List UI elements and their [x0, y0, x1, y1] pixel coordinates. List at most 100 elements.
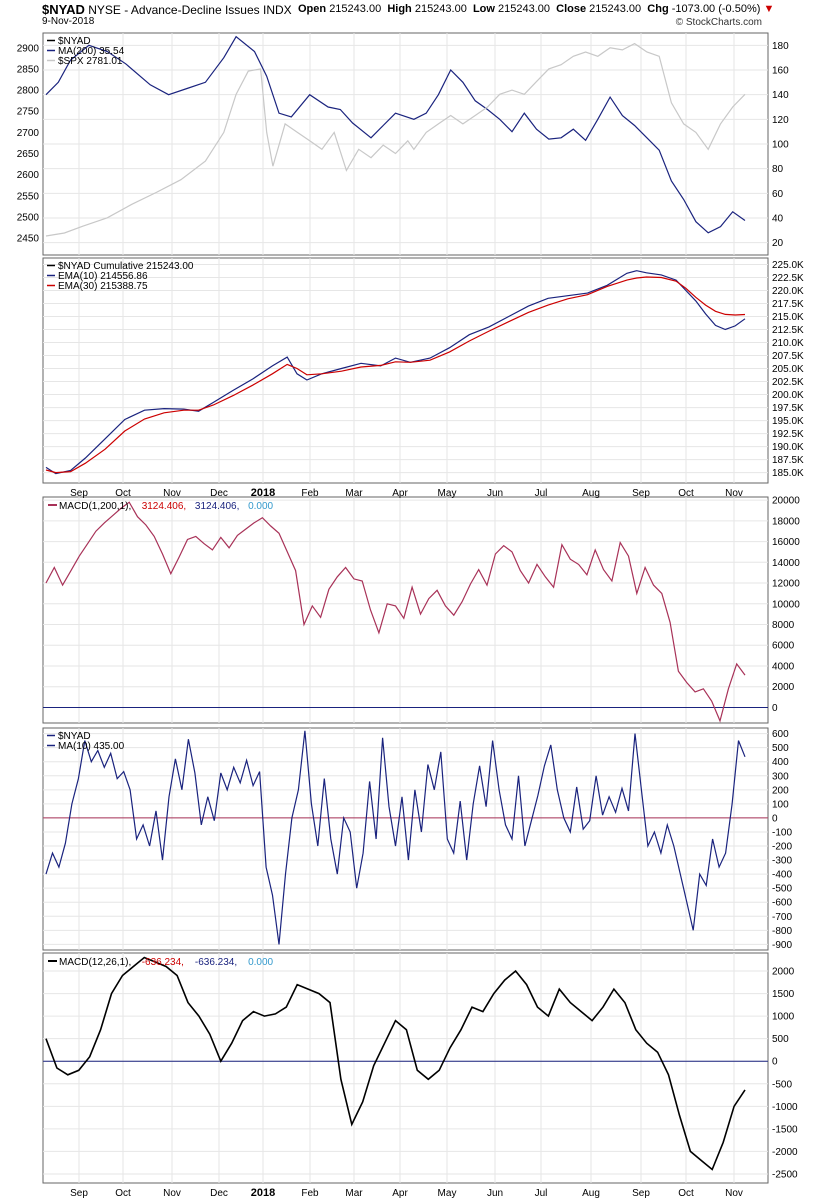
month-label: Jun — [487, 1188, 503, 1199]
series-line-4-1 — [45, 730, 746, 945]
right-tick-label: -100 — [772, 827, 792, 838]
panel-frame-5 — [42, 952, 769, 1184]
legend-entry: EMA(10) 214556.86 — [58, 271, 148, 282]
right-tick-label: 197.5K — [772, 403, 804, 414]
right-tick-label: 16000 — [772, 537, 800, 548]
open-value: 215243.00 — [329, 3, 382, 15]
close-value: 215243.00 — [589, 3, 642, 15]
down-arrow-icon: ▼ — [763, 3, 775, 15]
month-label: 2018 — [251, 1187, 275, 1199]
legend-entry: -636.234, — [195, 957, 237, 968]
month-label: Aug — [582, 488, 600, 499]
right-tick-label: -2000 — [772, 1147, 798, 1158]
right-tick-label: 217.5K — [772, 299, 804, 310]
legend-entry: 3124.406, — [195, 501, 240, 512]
open-label: Open — [298, 3, 327, 15]
month-label: Feb — [301, 488, 319, 499]
right-tick-label: -1000 — [772, 1102, 798, 1113]
right-tick-label: 20000 — [772, 496, 800, 507]
right-tick-label: 190.0K — [772, 442, 804, 453]
right-tick-label: -1500 — [772, 1124, 798, 1135]
right-tick-label: 192.5K — [772, 429, 804, 440]
left-tick-label: 2900 — [17, 43, 40, 54]
right-tick-label: 400 — [772, 757, 789, 768]
month-label: Aug — [582, 1188, 600, 1199]
month-label: Jul — [535, 1188, 548, 1199]
right-tick-label: -200 — [772, 842, 792, 853]
left-tick-label: 2450 — [17, 234, 40, 245]
legend-entry: $SPX 2781.01 — [58, 56, 123, 67]
month-label: Nov — [725, 1188, 743, 1199]
month-label: Feb — [301, 1188, 319, 1199]
right-tick-label: 100 — [772, 799, 789, 810]
series-line-3-1 — [45, 501, 746, 723]
legend-entry: 3124.406, — [142, 501, 187, 512]
right-tick-label: 180 — [772, 41, 789, 52]
right-tick-label: -500 — [772, 1079, 792, 1090]
right-tick-label: 120 — [772, 115, 789, 126]
right-tick-label: 300 — [772, 771, 789, 782]
right-tick-label: 12000 — [772, 579, 800, 590]
right-tick-label: -900 — [772, 940, 792, 951]
right-tick-label: 215.0K — [772, 312, 804, 323]
right-tick-label: -500 — [772, 884, 792, 895]
symbol-name: NYSE - Advance-Decline Issues — [88, 3, 260, 17]
legend-entry: $NYAD — [58, 36, 91, 47]
legend-entry: MA(10) 435.00 — [58, 741, 125, 752]
month-label: Oct — [678, 488, 694, 499]
legend-entry: MACD(1,200,1), — [59, 501, 131, 512]
right-tick-label: 2000 — [772, 967, 795, 978]
right-tick-label: 140 — [772, 90, 789, 101]
right-tick-label: -2500 — [772, 1169, 798, 1180]
right-tick-label: 2000 — [772, 682, 795, 693]
close-label: Close — [556, 3, 587, 15]
right-tick-label: -800 — [772, 926, 792, 937]
right-tick-label: 6000 — [772, 641, 795, 652]
month-label: Oct — [115, 1188, 131, 1199]
right-tick-label: 1500 — [772, 989, 795, 1000]
chg-value: -1073.00 (-0.50%) — [671, 3, 761, 15]
chart-header: $NYAD NYSE - Advance-Decline Issues INDX… — [0, 0, 820, 28]
right-tick-label: 187.5K — [772, 455, 804, 466]
right-tick-label: 100 — [772, 140, 789, 151]
right-tick-label: 222.5K — [772, 273, 804, 284]
legend-entry: 0.000 — [248, 501, 273, 512]
high-value: 215243.00 — [414, 3, 467, 15]
right-tick-label: 8000 — [772, 620, 795, 631]
right-tick-label: 0 — [772, 1057, 778, 1068]
month-label: Nov — [725, 488, 743, 499]
high-label: High — [387, 3, 412, 15]
symbol-label: $NYAD — [42, 2, 85, 17]
right-tick-label: 212.5K — [772, 325, 804, 336]
legend-entry: $NYAD — [58, 731, 91, 742]
left-tick-label: 2600 — [17, 170, 40, 181]
month-label: Sep — [70, 488, 88, 499]
right-tick-label: 60 — [772, 189, 784, 200]
ohlc-readout: Open 215243.00 High 215243.00 Low 215243… — [298, 3, 774, 15]
chg-label: Chg — [647, 3, 669, 15]
right-tick-label: 18000 — [772, 516, 800, 527]
month-label: Oct — [115, 488, 131, 499]
month-label: May — [438, 488, 457, 499]
month-label: Nov — [163, 488, 181, 499]
right-tick-label: 210.0K — [772, 338, 804, 349]
month-label: Jul — [535, 488, 548, 499]
right-tick-label: 1000 — [772, 1012, 795, 1023]
month-label: May — [438, 1188, 457, 1199]
right-tick-label: 205.0K — [772, 364, 804, 375]
series-line-5-1 — [45, 956, 746, 1171]
left-tick-label: 2800 — [17, 86, 40, 97]
right-tick-label: 207.5K — [772, 351, 804, 362]
low-label: Low — [472, 3, 495, 15]
month-label: Apr — [392, 1188, 408, 1199]
right-tick-label: 185.0K — [772, 468, 804, 479]
legend-entry: MACD(12,26,1), — [59, 957, 131, 968]
chart-title: $NYAD NYSE - Advance-Decline Issues INDX — [42, 2, 292, 17]
legend-entry: -636.234, — [142, 957, 184, 968]
right-tick-label: 200.0K — [772, 390, 804, 401]
right-tick-label: 20 — [772, 238, 784, 249]
right-tick-label: 0 — [772, 813, 778, 824]
series-line-1-2 — [45, 42, 746, 237]
left-tick-label: 2550 — [17, 191, 40, 202]
right-tick-label: 200 — [772, 785, 789, 796]
